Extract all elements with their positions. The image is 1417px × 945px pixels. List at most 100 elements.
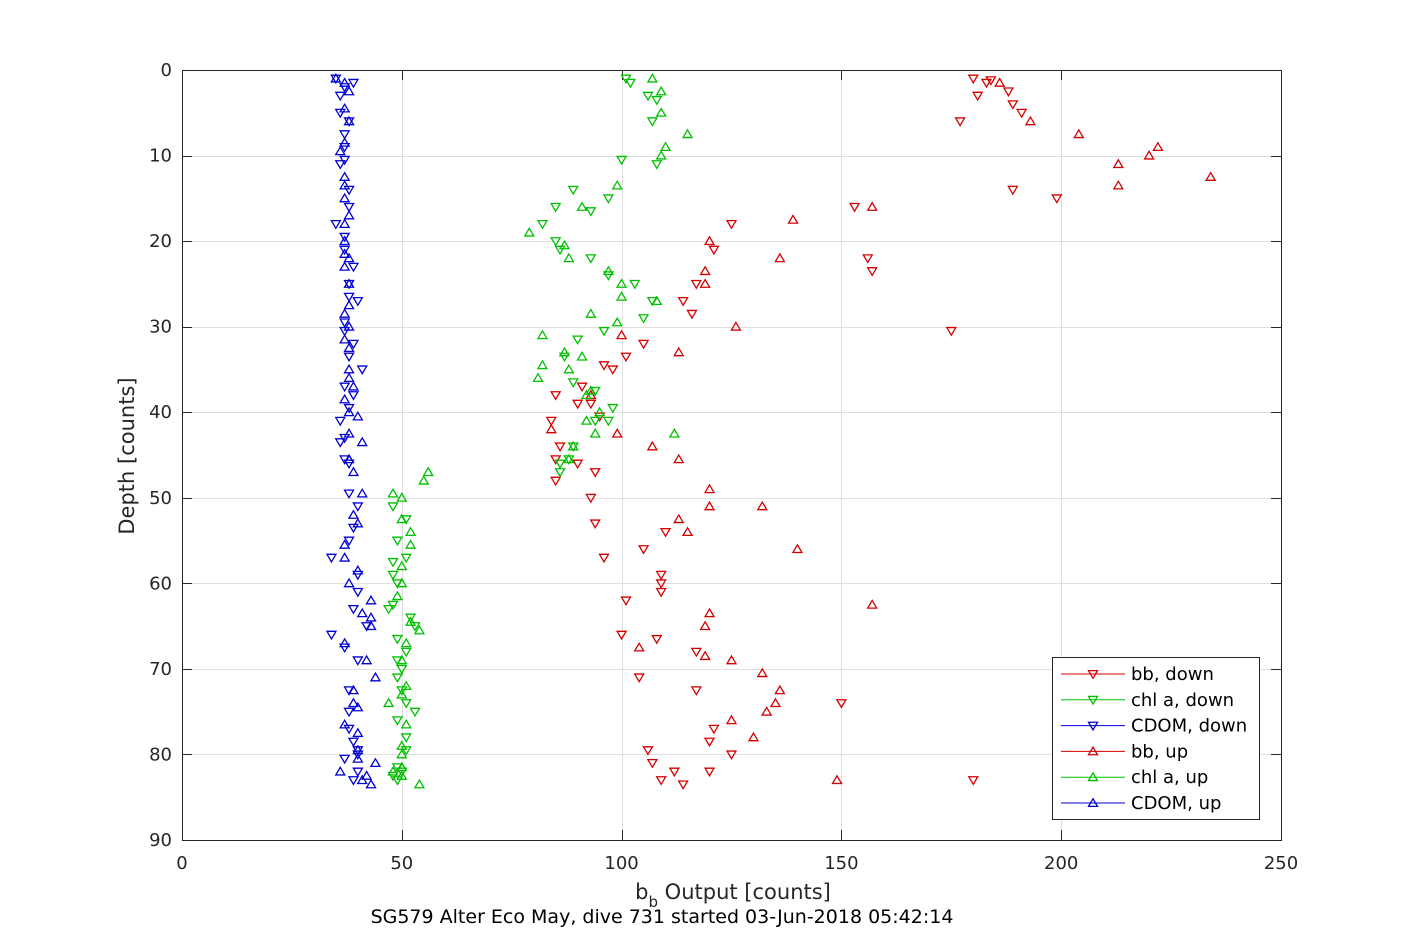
legend-entry: CDOM, down [1061,716,1247,737]
data-point [668,428,680,438]
data-point [703,607,716,618]
data-point [646,117,659,127]
data-point [655,587,667,598]
data-point [703,737,716,748]
data-point [343,536,355,547]
data-point [356,365,368,376]
data-point [673,513,685,524]
data-point [365,778,377,789]
data-point [725,714,738,725]
data-point [409,707,421,718]
data-point [347,339,360,350]
legend-label: CDOM, up [1131,793,1221,814]
data-point [725,750,738,761]
data-point [607,403,619,414]
data-point [725,654,738,665]
data-point [400,637,412,648]
data-point [352,517,364,528]
data-point [343,342,355,353]
data-point [593,406,606,417]
data-point [558,352,571,363]
legend-entry: bb, down [1061,664,1214,685]
data-point [567,185,579,196]
data-point [554,468,566,478]
data-point [347,262,360,273]
legend-marker [1087,745,1099,756]
data-point [339,171,351,181]
data-point [339,179,351,190]
data-point [343,489,355,500]
data-point [347,604,360,615]
data-point [387,570,399,581]
data-point [567,378,579,388]
data-point [572,459,584,470]
data-point [400,746,412,756]
data-point [365,594,377,605]
data-point [589,468,601,478]
data-point [422,466,434,477]
data-point [343,428,355,438]
data-point [396,513,408,524]
data-point [980,78,993,89]
data-point [585,385,597,395]
data-point [404,526,417,537]
legend-label: bb, up [1131,741,1188,762]
data-point [703,235,716,246]
data-point [339,718,351,729]
data-point [343,299,355,310]
data-point [690,279,702,290]
data-point [396,492,408,502]
data-point [413,624,426,635]
data-point [615,630,628,641]
data-point [703,483,716,494]
data-point [334,108,346,119]
data-point [550,476,562,487]
x-axis-ticks: 0 50 100 150 200 250 [176,70,1298,874]
legend: bb, down chl a, down CDOM, down bb, up chl a… [1052,657,1260,820]
data-point [651,95,663,106]
data-point [391,634,404,645]
data-point [576,201,588,211]
data-point [563,363,575,374]
data-point [339,130,351,140]
data-point [404,539,417,549]
data-point [339,333,351,344]
legend-entry: chl a, up [1061,767,1208,788]
data-point [589,519,601,530]
y-axis-label: Depth [counts] [115,377,139,534]
data-point [646,72,659,83]
data-point [611,428,623,438]
data-point [352,750,364,761]
data-point [400,553,412,564]
data-point [334,145,346,156]
data-point [343,724,355,735]
legend-box [1052,657,1260,820]
data-point [598,326,610,337]
data-point [347,684,360,695]
data-point [1051,194,1063,204]
data-point [339,308,351,318]
data-point [352,410,364,421]
x-tick-label: 100 [604,853,638,874]
data-point [615,329,628,340]
data-point [866,599,878,609]
data-point [343,453,355,464]
series-3 [545,77,1217,785]
data-point [677,296,689,307]
data-point [655,85,667,96]
data-point [554,442,566,453]
data-point [567,440,579,451]
x-axis-label-rest: Output [counts] [658,880,831,904]
data-point [347,78,360,89]
y-tick-label: 20 [149,231,172,252]
data-point [655,579,667,589]
data-point [536,359,549,370]
legend-marker [1087,695,1099,706]
data-point [356,487,368,498]
data-point [615,155,628,166]
data-point [339,637,351,648]
data-point [339,318,351,328]
x-tick-label: 0 [176,853,187,874]
data-point [646,758,659,769]
data-point [339,232,351,243]
